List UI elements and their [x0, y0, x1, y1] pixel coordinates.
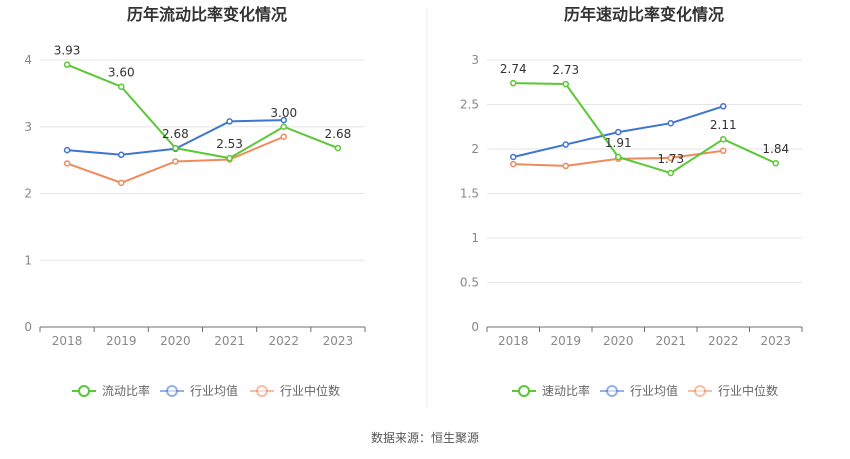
- data-label: 3.00: [270, 106, 297, 120]
- current-ratio-chart: 历年流动比率变化情况 0 1 2 3 4 2018 2019 2020 2021 2022 2023 3…: [24, 5, 366, 398]
- data-point: [118, 179, 125, 187]
- series-line: [66, 63, 339, 160]
- data-point: [510, 153, 517, 161]
- data-point: [280, 133, 287, 141]
- data-label: 2.53: [216, 137, 243, 151]
- data-label: 2.68: [325, 127, 352, 141]
- legend-label: 行业均值: [190, 383, 238, 398]
- data-label: 2.73: [552, 63, 579, 77]
- x-tick-label: 2018: [498, 334, 529, 348]
- x-tick-label: 2022: [268, 334, 299, 348]
- legend-label: 行业中位数: [718, 383, 778, 398]
- data-label: 3.93: [54, 44, 81, 58]
- data-point: [63, 146, 71, 154]
- x-tick-label: 2022: [708, 334, 739, 348]
- x-tick-label: 2019: [550, 334, 581, 348]
- data-point: [510, 79, 517, 87]
- y-tick-label: 0: [24, 320, 32, 334]
- y-tick-label: 2: [471, 142, 479, 156]
- data-point: [562, 80, 569, 88]
- legend-item: 行业均值: [600, 383, 678, 398]
- data-label: 1.73: [657, 152, 684, 166]
- x-tick-label: 2018: [52, 334, 83, 348]
- data-label: 3.60: [108, 66, 135, 80]
- legend-swatch-marker: [694, 385, 706, 397]
- data-point: [562, 162, 569, 170]
- y-tick-label: 1: [471, 231, 479, 245]
- y-tick-label: 0: [471, 320, 479, 334]
- data-point: [63, 160, 71, 167]
- y-tick-label: 4: [24, 53, 32, 67]
- data-label: 2.74: [500, 62, 527, 76]
- legend-item: 行业中位数: [688, 383, 778, 398]
- x-tick-label: 2020: [603, 334, 634, 348]
- data-point: [667, 169, 674, 177]
- legend-item: 行业中位数: [250, 383, 340, 398]
- legend-item: 行业均值: [160, 383, 238, 398]
- data-point: [334, 144, 342, 152]
- legend-label: 行业均值: [630, 383, 678, 398]
- data-point: [226, 118, 233, 125]
- legend-swatch-marker: [78, 385, 90, 397]
- data-point: [772, 159, 779, 167]
- data-label: 1.84: [762, 142, 789, 156]
- legend-item: 流动比率: [72, 383, 150, 398]
- y-tick-label: 2: [24, 187, 32, 201]
- legend-label: 流动比率: [102, 383, 150, 398]
- data-point: [562, 141, 569, 148]
- x-tick-label: 2021: [655, 334, 686, 348]
- data-point: [280, 116, 287, 124]
- data-label: 2.68: [162, 127, 189, 141]
- data-point: [615, 153, 622, 161]
- data-point: [720, 135, 727, 143]
- data-point: [172, 158, 179, 165]
- data-point: [63, 61, 71, 68]
- legend-swatch-marker: [256, 385, 268, 397]
- legend-swatch-marker: [166, 385, 178, 397]
- data-point: [667, 119, 674, 127]
- legend-swatch-marker: [518, 385, 530, 397]
- data-point: [280, 123, 287, 130]
- chart-title: 历年速动比率变化情况: [564, 5, 724, 24]
- y-tick-label: 2.5: [460, 98, 479, 112]
- legend-label: 速动比率: [542, 383, 590, 398]
- data-point: [118, 83, 125, 90]
- y-tick-label: 1: [24, 253, 32, 267]
- data-point: [720, 147, 727, 155]
- legend-label: 行业中位数: [280, 383, 340, 398]
- x-tick-label: 2023: [760, 334, 791, 348]
- data-point: [510, 160, 517, 168]
- data-label: 2.11: [710, 118, 737, 132]
- x-tick-label: 2023: [323, 334, 354, 348]
- x-tick-label: 2019: [106, 334, 137, 348]
- quick-ratio-chart: 历年速动比率变化情况 0 0.5 1 1.5 2 2.5 3 2018 2019 2020 2021 2…: [460, 5, 803, 398]
- data-label: 1.91: [605, 136, 632, 150]
- source-note: 数据来源：恒生聚源: [370, 431, 479, 445]
- x-tick-label: 2020: [160, 334, 191, 348]
- data-point: [172, 144, 179, 152]
- data-point: [118, 151, 125, 159]
- legend-item: 速动比率: [512, 383, 590, 398]
- data-point: [226, 154, 233, 162]
- y-tick-label: 3: [471, 53, 479, 67]
- legend-swatch-marker: [606, 385, 618, 397]
- data-point: [615, 128, 622, 136]
- data-point: [667, 154, 674, 162]
- chart-title: 历年流动比率变化情况: [127, 5, 287, 24]
- y-tick-label: 3: [24, 120, 32, 134]
- series-line: [513, 82, 777, 175]
- y-tick-label: 1.5: [460, 187, 479, 201]
- data-point: [720, 103, 727, 110]
- x-tick-label: 2021: [214, 334, 245, 348]
- y-tick-label: 0.5: [460, 276, 479, 290]
